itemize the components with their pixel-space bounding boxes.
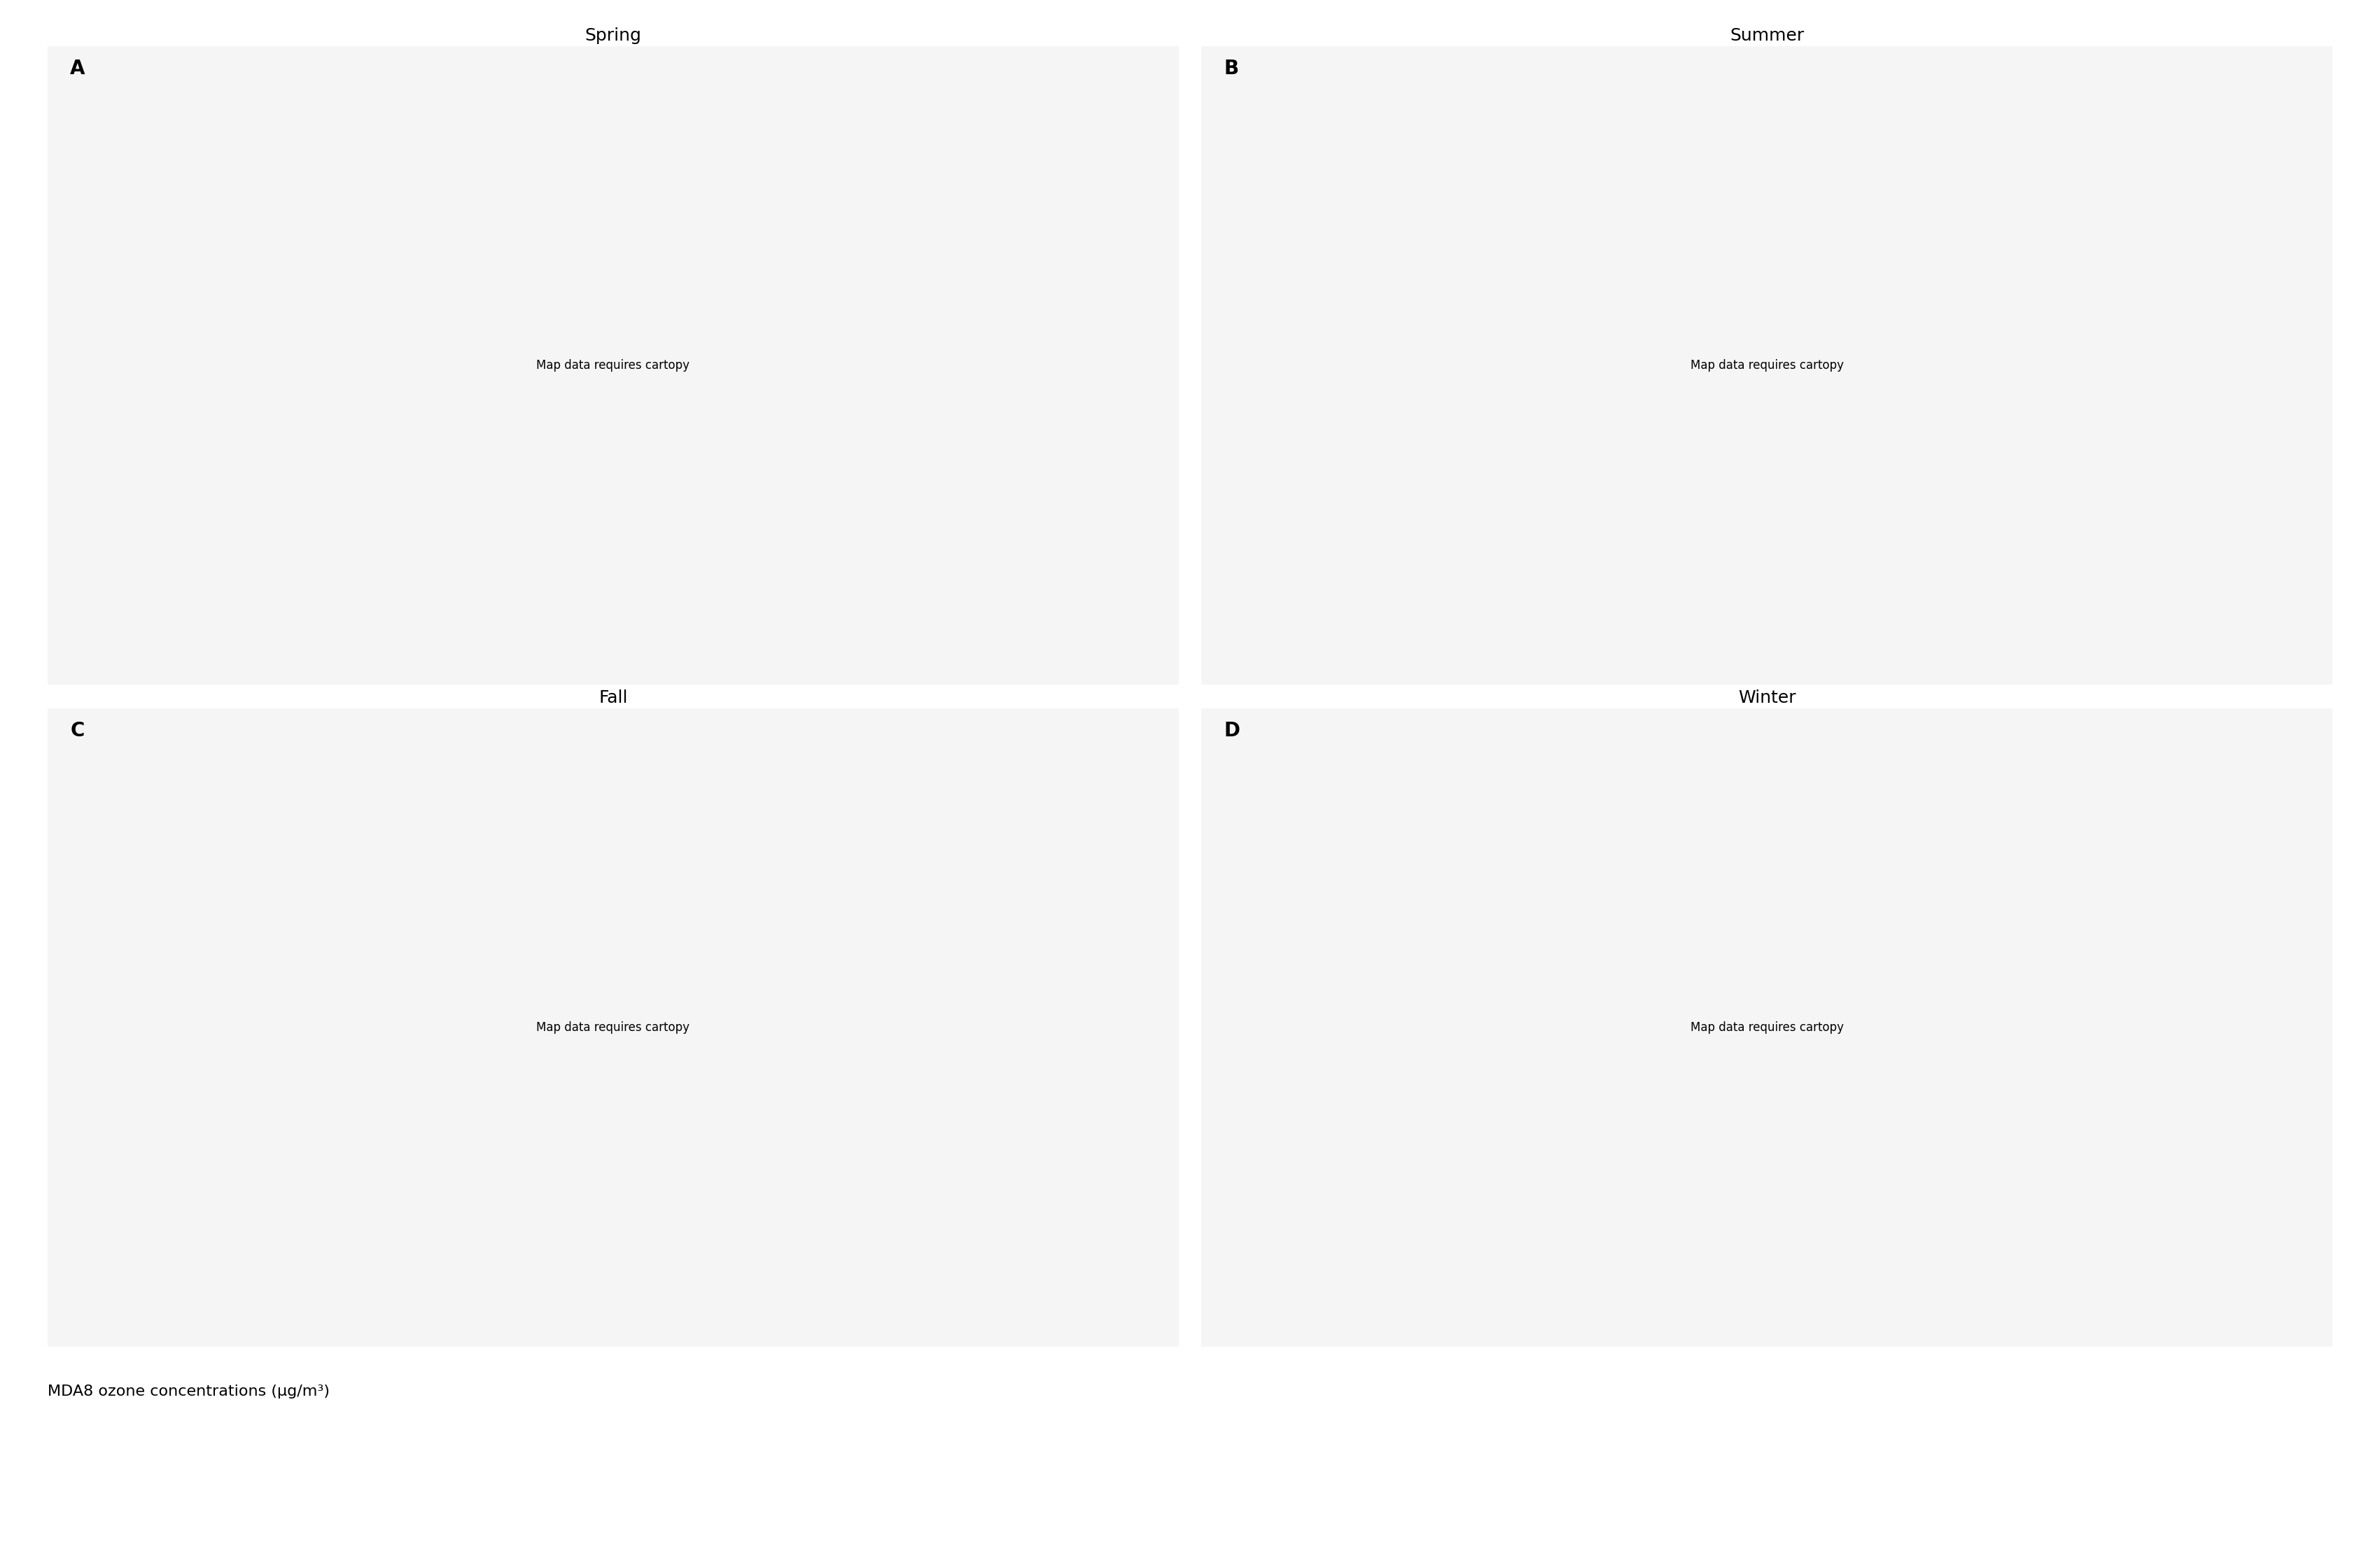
Title: Spring: Spring [585,28,643,43]
Text: MDA8 ozone concentrations (μg/m³): MDA8 ozone concentrations (μg/m³) [48,1385,331,1399]
Text: Map data requires cartopy: Map data requires cartopy [536,359,690,372]
Title: Fall: Fall [600,689,628,706]
Text: Map data requires cartopy: Map data requires cartopy [1690,359,1844,372]
Text: Map data requires cartopy: Map data requires cartopy [1690,1021,1844,1035]
Text: B: B [1223,59,1238,79]
Title: Summer: Summer [1730,28,1804,43]
Text: A: A [71,59,86,79]
Text: C: C [71,722,83,740]
Text: Map data requires cartopy: Map data requires cartopy [536,1021,690,1035]
Text: D: D [1223,722,1240,740]
Title: Winter: Winter [1737,689,1797,706]
